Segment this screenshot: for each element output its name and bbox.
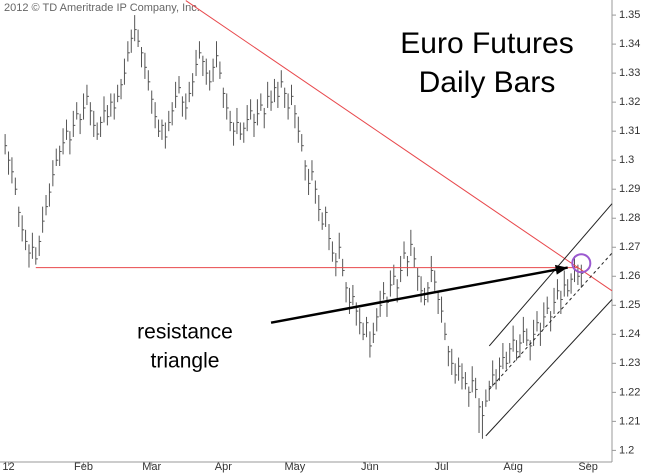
y-tick-label: 1.29 [619, 183, 640, 195]
x-tick-label: Jul [434, 461, 448, 473]
annotation: triangle [151, 350, 220, 373]
x-tick-label: Apr [215, 461, 232, 473]
y-tick-label: 1.22 [619, 386, 640, 398]
x-tick-label: Sep [578, 461, 598, 473]
x-tick-label: Aug [503, 461, 523, 473]
y-tick-label: 1.33 [619, 67, 640, 79]
x-tick-label: 12 [2, 461, 14, 473]
y-tick-label: 1.27 [619, 241, 640, 253]
y-tick-label: 1.32 [619, 96, 640, 108]
y-tick-label: 1.31 [619, 125, 640, 137]
y-tick-label: 1.24 [619, 328, 640, 340]
y-tick-label: 1.2 [619, 444, 634, 456]
y-tick-label: 1.28 [619, 212, 640, 224]
trendline [488, 252, 613, 390]
annotation: resistance [137, 321, 233, 344]
y-tick-label: 1.23 [619, 357, 640, 369]
trendline [488, 203, 613, 347]
x-tick-label: Mar [142, 461, 161, 473]
arrow-head [554, 264, 568, 275]
y-tick-label: 1.34 [619, 38, 640, 50]
copyright: 2012 © TD Ameritrade IP Company, Inc. [4, 2, 200, 14]
trendline [185, 0, 613, 292]
x-tick-label: Feb [74, 461, 93, 473]
arrow [270, 266, 568, 324]
trendline [485, 299, 613, 437]
chart-title: Daily Bars [419, 66, 556, 99]
highlight-circle [571, 253, 592, 274]
x-tick-label: Jun [361, 461, 379, 473]
chart-title: Euro Futures [400, 27, 573, 60]
y-tick-label: 1.35 [619, 9, 640, 21]
y-tick-label: 1.3 [619, 154, 634, 166]
plot [4, 15, 584, 439]
y-tick-label: 1.25 [619, 299, 640, 311]
y-tick-label: 1.21 [619, 415, 640, 427]
y-tick-label: 1.26 [619, 270, 640, 282]
x-tick-label: May [285, 461, 306, 473]
